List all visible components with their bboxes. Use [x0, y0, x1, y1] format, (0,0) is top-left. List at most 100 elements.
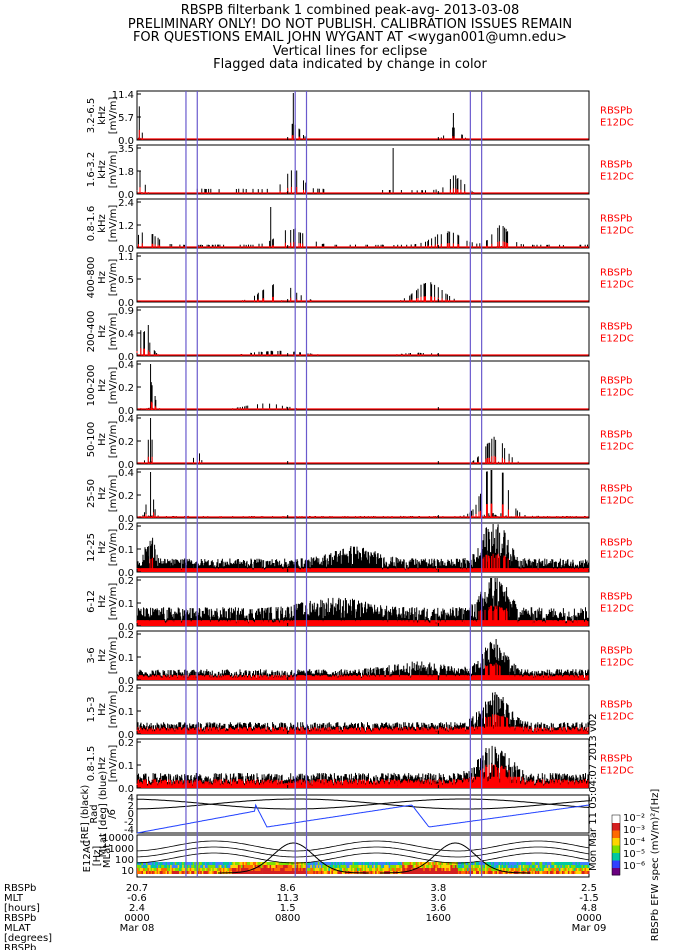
spec-cell [355, 868, 358, 871]
spec-cell [424, 865, 427, 868]
side-label-sat: RBSPb [600, 538, 632, 549]
spec-cell [372, 868, 374, 871]
spec-cell [319, 865, 322, 868]
spec-cell [510, 865, 513, 868]
ytick-label: 0.0 [118, 406, 134, 417]
spec-cell [287, 871, 290, 874]
spec-cell [284, 865, 287, 868]
spec-cell [486, 862, 489, 865]
spec-cell [453, 871, 456, 874]
spec-cell [213, 871, 216, 874]
spec-cell [495, 865, 498, 868]
spec-cell [537, 871, 540, 874]
side-label-var: E12DC [600, 226, 634, 237]
spec-cell [376, 865, 379, 868]
spec-cell [447, 862, 450, 865]
spec-cell [234, 868, 237, 871]
spec-cell [566, 868, 569, 871]
spec-cell [156, 865, 159, 868]
spec-cell [308, 865, 311, 868]
spec-cell [540, 865, 543, 868]
spec-cell [269, 868, 272, 871]
ephemeris-row-label: RBSPb [4, 943, 36, 950]
spec-cell [247, 868, 249, 871]
spec-cell [280, 865, 282, 868]
spec-cell [289, 862, 292, 865]
spec-cell [519, 868, 522, 871]
side-label-sat: RBSPb [600, 106, 632, 117]
spec-cell [468, 871, 471, 874]
spec-cell [161, 865, 163, 868]
spec-cell [334, 862, 337, 865]
spec-cell [218, 868, 221, 871]
ytick-label: 11.4 [112, 90, 134, 101]
spec-cell [557, 868, 560, 871]
spec-cell [188, 862, 191, 865]
spec-cell [587, 868, 590, 871]
side-label-sat: RBSPb [600, 214, 632, 225]
spec-cell [138, 865, 141, 868]
colorbar-tick: 10⁻⁴ [623, 837, 645, 848]
spec-cell [467, 862, 469, 865]
spec-cell [215, 868, 218, 871]
spec-cell [415, 868, 418, 871]
ytick-label: 0.4 [118, 360, 134, 371]
spec-cell [528, 865, 531, 868]
spec-cell [403, 865, 406, 868]
spec-cell [272, 871, 275, 874]
spec-cell [561, 871, 564, 874]
spec-cell [233, 868, 236, 871]
spec-cell [433, 862, 436, 865]
spec-cell [310, 871, 313, 874]
spec-cell [531, 871, 534, 874]
spec-cell [253, 871, 255, 874]
spec-cell [314, 868, 317, 871]
peak-trace [139, 364, 304, 410]
spec-cell [245, 862, 248, 865]
spec-cell [155, 862, 157, 865]
spec-cell [290, 862, 293, 865]
ytick-label: 0.0 [118, 622, 134, 633]
spec-cell [358, 865, 361, 868]
spec-cell [467, 868, 469, 871]
spec-cell [408, 871, 411, 874]
spec-cell [549, 865, 552, 868]
spec-cell [448, 862, 451, 865]
spec-cell [278, 865, 281, 868]
spec-cell [530, 865, 533, 868]
spec-cell [471, 862, 474, 865]
spec-cell [140, 868, 142, 871]
spec-cell [420, 862, 423, 865]
spec-cell [146, 865, 148, 868]
spec-cell [522, 868, 525, 871]
ylabel-line: [mV/m] [108, 529, 119, 567]
spec-cell [518, 862, 521, 865]
spec-cell [385, 862, 388, 865]
colorbar-segment [612, 822, 620, 831]
spec-cell [179, 868, 182, 871]
spec-cell [284, 868, 287, 871]
spec-cell [225, 865, 228, 868]
spec-cell [225, 868, 228, 871]
spec-cell [341, 868, 344, 871]
spec-cell [454, 871, 457, 874]
colorbar-tick: 10⁻³ [623, 825, 645, 836]
spec-cell [542, 871, 545, 874]
spec-cell [275, 865, 278, 868]
spec-cell [268, 868, 270, 871]
spec-cell [210, 865, 213, 868]
spec-cell [394, 862, 397, 865]
spec-cell [173, 871, 176, 874]
spec-cell [488, 868, 490, 871]
spec-cell [397, 868, 400, 871]
spec-cell [171, 862, 174, 865]
spec-cell [150, 868, 153, 871]
spec-cell [207, 862, 210, 865]
spec-cell [137, 862, 139, 865]
spec-cell [311, 862, 314, 865]
spec-cell [176, 871, 179, 874]
spec-cell [555, 871, 558, 874]
spec-cell [426, 862, 429, 865]
spec-cell [586, 868, 588, 871]
